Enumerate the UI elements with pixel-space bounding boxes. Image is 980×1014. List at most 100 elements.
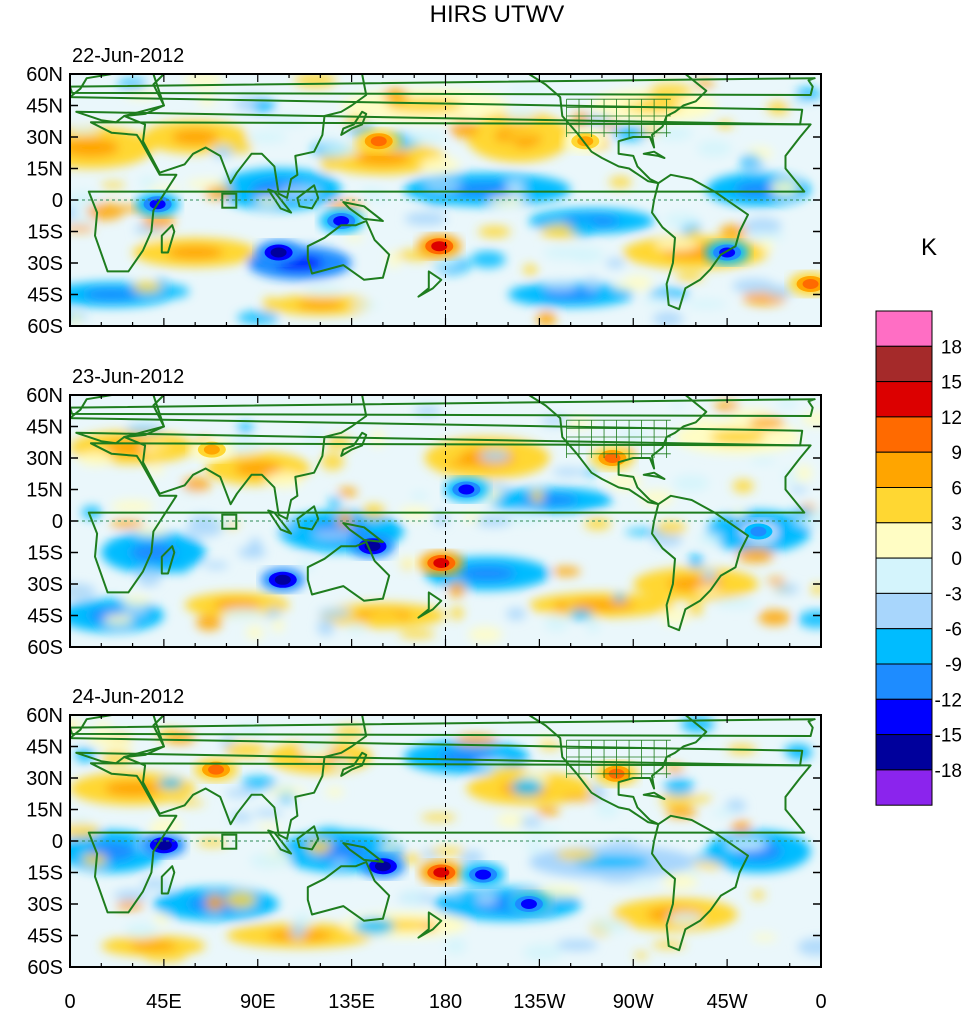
anomaly-patch (196, 614, 222, 631)
lat-tick-label: 15N (26, 480, 63, 502)
anomaly-patch (687, 868, 701, 877)
region-box (221, 192, 238, 209)
anomaly-patch (669, 402, 687, 409)
lat-tick-label: 45S (27, 926, 63, 948)
lat-tick-label: 60N (26, 705, 63, 727)
coastline-samerica (651, 814, 749, 952)
colorbar-box (875, 416, 933, 453)
anomaly-patch (448, 581, 466, 598)
chart-title: HIRS UTWV (430, 1, 565, 28)
anomaly-patch (612, 282, 653, 291)
anomaly-patch (747, 162, 766, 171)
anomaly-patch (810, 584, 821, 595)
feature-1 (419, 551, 464, 575)
colorbar-box (875, 487, 933, 524)
colorbar-label: -12 (935, 690, 962, 711)
anomaly-patch (258, 822, 280, 831)
anomaly-patch (398, 629, 436, 639)
anomaly-patch (122, 595, 151, 607)
anomaly-patch (153, 913, 170, 925)
anomaly-patch (266, 786, 307, 796)
anomaly-patch (551, 566, 581, 577)
anomaly-patch (712, 808, 738, 817)
feature-4 (260, 567, 305, 592)
lat-tick-label: 45S (27, 606, 63, 628)
anomaly-core (354, 150, 412, 166)
anomaly-patch (75, 214, 93, 226)
anomaly-core (167, 245, 224, 260)
colorbar-units: K (921, 234, 937, 261)
coastline-madagascar (160, 545, 176, 575)
anomaly-patch (413, 405, 442, 417)
colorbar-label: -9 (945, 655, 962, 676)
lat-tick-label: 30S (27, 894, 63, 916)
colorbar-label: 18 (941, 337, 962, 358)
region-box (221, 513, 238, 530)
coastline-cuba (642, 150, 666, 159)
anomaly-patch (237, 422, 254, 434)
coastline-namerica (527, 715, 708, 826)
anomaly-patch (350, 301, 380, 309)
anomaly-patch (317, 619, 335, 636)
coastline-madagascar (160, 865, 176, 895)
anomaly-core (171, 129, 219, 145)
feature-6 (444, 477, 489, 502)
lon-tick-label: 0 (64, 991, 75, 1013)
panel-3-date: 24-Jun-2012 (72, 686, 184, 708)
anomaly-patch (624, 275, 653, 285)
anomaly-patch (422, 189, 455, 206)
anomaly-patch (649, 288, 690, 300)
anomaly-patch (695, 586, 722, 594)
anomaly-patch (463, 512, 481, 522)
lat-tick-label: 15N (26, 159, 63, 181)
colorbar: K 18 15 12 9 6 3 0 -3 -6 -9 -12 -15 -18 (875, 234, 962, 806)
anomaly-patch (569, 219, 598, 237)
coastline-uk (70, 718, 816, 737)
anomaly-patch (470, 251, 506, 268)
anomaly-patch (328, 496, 341, 508)
anomaly-core (104, 780, 161, 797)
lon-tick-label: 45W (707, 991, 748, 1013)
anomaly-patch (134, 136, 174, 150)
panel-1: 22-Jun-2012 60N 45N 30N 15N 0 15S 30S 45S 60S (26, 45, 822, 338)
anomaly-patch (139, 176, 158, 189)
anomaly-patch (759, 239, 774, 253)
coastline-borneo (296, 505, 320, 531)
anomaly-patch (713, 401, 740, 411)
feature-6 (256, 240, 301, 265)
coastline-asia (123, 395, 368, 520)
anomaly-patch (93, 721, 113, 731)
lat-tick-label: 0 (52, 511, 63, 533)
anomaly-patch (719, 224, 747, 239)
anomaly-patch (758, 609, 791, 626)
anomaly-patch (170, 558, 190, 574)
coastline-japan (340, 751, 368, 777)
anomaly-patch (224, 741, 266, 759)
anomaly-patch (255, 195, 283, 206)
coastline-namerica (527, 74, 708, 185)
lat-tick-label: 45N (26, 737, 63, 759)
lat-tick-label: 60S (27, 957, 63, 979)
anomaly-patch (337, 487, 358, 497)
anomaly-patch (152, 817, 183, 835)
anomaly-patch (663, 778, 694, 796)
anomaly-patch (237, 311, 280, 325)
anomaly-patch (135, 527, 168, 537)
lon-tick-label: 90E (240, 991, 276, 1013)
lat-tick-label: 30S (27, 253, 63, 275)
anomaly-core (387, 97, 463, 114)
anomaly-patch (303, 285, 345, 296)
anomaly-patch (608, 176, 632, 188)
anomaly-patch (380, 842, 400, 851)
lat-tick-label: 60S (27, 637, 63, 659)
feature-1 (417, 234, 462, 259)
anomaly-patch (203, 561, 229, 570)
anomaly-patch (539, 885, 582, 899)
anomaly-patch (633, 952, 648, 959)
anomaly-patch (766, 285, 795, 298)
coastline-sumatra (267, 829, 293, 855)
colorbar-box (875, 592, 933, 630)
anomaly-patch (659, 792, 694, 808)
anomaly-patch (468, 626, 503, 643)
anomaly-patch (794, 465, 813, 482)
